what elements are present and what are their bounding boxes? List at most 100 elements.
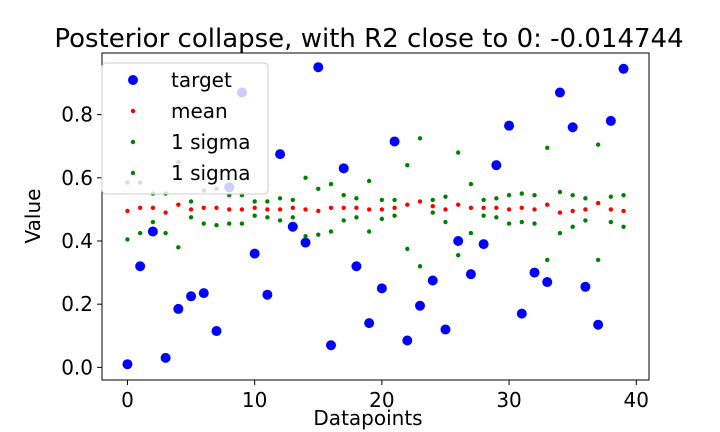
point-series-2-30 (506, 192, 512, 198)
point-series-2-16 (328, 181, 334, 187)
point-series-0-31 (516, 308, 527, 319)
point-series-3-6 (201, 221, 206, 226)
point-series-1-39 (621, 208, 626, 214)
point-series-3-10 (252, 213, 257, 218)
point-series-1-20 (379, 207, 385, 212)
point-series-2-20 (379, 197, 385, 203)
point-series-0-15 (313, 62, 324, 73)
point-series-1-16 (328, 205, 334, 211)
point-series-3-9 (239, 221, 245, 226)
point-series-3-1 (137, 230, 143, 236)
point-series-1-29 (494, 205, 499, 211)
x-tick-label: 20 (369, 388, 394, 412)
point-series-0-2 (147, 226, 158, 237)
point-series-0-1 (135, 261, 146, 272)
point-series-1-6 (201, 205, 206, 211)
point-series-3-38 (608, 219, 614, 225)
point-series-2-34 (557, 189, 563, 195)
point-series-3-21 (392, 213, 397, 218)
point-series-3-18 (354, 215, 359, 220)
y-tick-label: 0.2 (61, 292, 93, 316)
point-series-0-22 (402, 335, 413, 346)
point-series-0-29 (491, 160, 502, 171)
point-series-2-39 (621, 192, 626, 198)
x-axis: 0 10 20 30 40 (121, 380, 649, 412)
legend-label-3: 1 sigma (171, 161, 251, 185)
series-3 (125, 210, 626, 269)
point-series-1-30 (506, 207, 512, 212)
point-series-2-36 (583, 196, 588, 201)
point-series-2-32 (532, 192, 537, 198)
point-series-2-17 (341, 192, 346, 198)
x-tick-label: 30 (496, 388, 521, 412)
point-series-1-27 (468, 205, 474, 211)
point-series-1-15 (316, 208, 321, 214)
point-series-1-14 (303, 207, 308, 212)
point-series-0-4 (173, 303, 184, 314)
point-series-1-28 (481, 205, 486, 211)
point-series-1-38 (608, 207, 614, 212)
point-series-2-28 (481, 197, 486, 203)
plot-area-frame (101, 52, 650, 381)
point-series-3-12 (277, 218, 283, 223)
point-series-3-0 (125, 237, 130, 242)
point-series-3-16 (328, 229, 334, 234)
point-series-0-5 (186, 291, 197, 302)
point-series-0-11 (262, 289, 273, 300)
point-series-3-11 (265, 215, 270, 220)
point-series-2-26 (455, 150, 461, 155)
x-tick-label: 0 (121, 388, 134, 412)
point-series-1-2 (150, 205, 156, 211)
point-series-0-23 (415, 300, 426, 311)
point-series-3-25 (443, 219, 448, 225)
point-series-1-9 (239, 207, 245, 212)
point-series-0-20 (376, 283, 387, 294)
point-series-3-29 (494, 215, 499, 220)
point-series-0-36 (580, 281, 591, 292)
point-series-0-3 (160, 352, 171, 363)
legend-label-2: 1 sigma (171, 130, 251, 154)
point-series-0-30 (504, 120, 515, 131)
y-tick-label: 0.4 (61, 229, 93, 253)
point-series-1-3 (163, 210, 168, 215)
point-series-2-15 (316, 186, 321, 192)
x-tick-label: 10 (242, 388, 267, 412)
point-series-1-0 (125, 208, 130, 214)
y-tick-label: 0.6 (61, 166, 93, 190)
point-series-0-34 (554, 87, 565, 98)
legend: target mean 1 sigma 1 sigma (101, 62, 269, 195)
point-series-3-19 (366, 229, 372, 234)
point-series-0-12 (275, 149, 286, 160)
point-series-1-12 (277, 207, 283, 212)
point-series-2-38 (608, 194, 614, 199)
point-series-1-11 (265, 207, 270, 212)
point-series-0-7 (211, 326, 222, 337)
point-series-3-23 (417, 264, 423, 269)
point-series-1-18 (354, 205, 359, 211)
point-series-1-36 (583, 207, 588, 212)
point-series-3-30 (506, 221, 512, 226)
y-axis-label: Value (21, 189, 45, 244)
point-series-1-22 (405, 202, 410, 207)
point-series-3-13 (290, 215, 296, 220)
point-series-2-22 (405, 162, 410, 168)
point-series-3-34 (557, 230, 563, 236)
point-series-3-7 (214, 222, 219, 228)
point-series-2-35 (570, 192, 575, 198)
chart-title: Posterior collapse, with R2 close to 0: … (54, 24, 683, 54)
point-series-2-33 (545, 145, 550, 150)
point-series-3-37 (595, 257, 601, 263)
point-series-0-35 (567, 122, 578, 133)
point-series-1-26 (455, 202, 461, 207)
point-series-2-27 (468, 181, 474, 187)
point-series-1-13 (290, 205, 296, 211)
point-series-3-39 (621, 224, 626, 229)
point-series-2-5 (188, 199, 194, 204)
point-series-3-35 (570, 224, 575, 229)
y-axis: 0.0 0.2 0.4 0.6 0.8 (61, 103, 102, 379)
point-series-0-16 (325, 340, 336, 351)
point-series-2-18 (354, 196, 359, 201)
point-series-3-24 (430, 210, 435, 215)
point-series-2-31 (519, 191, 524, 196)
